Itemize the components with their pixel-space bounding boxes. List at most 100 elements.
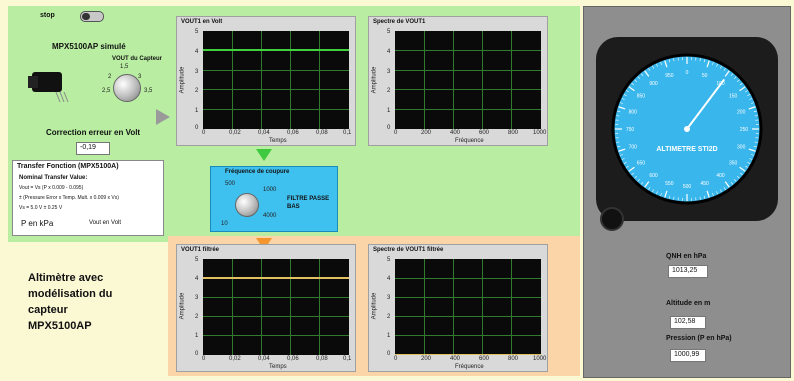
x-tick: 0,06 [287,130,299,136]
x-axis-title: Temps [269,364,287,370]
adjust-knob[interactable] [600,207,624,231]
qnh-label: QNH en hPa [666,253,707,260]
x-tick: 0,1 [343,356,352,362]
altimeter-panel: 0501001502002503003504004505005506006507… [583,6,791,378]
x-tick: 0 [394,356,398,362]
y-tick: 2 [387,88,391,94]
y-tick: 0 [387,125,391,131]
x-tick: 0 [394,130,398,136]
pressure-sensor-icon [28,72,69,103]
y-tick: 2 [195,314,199,320]
dial-tick [623,161,627,164]
dial-number: 650 [637,161,646,167]
filtered-signal-trace [203,277,349,279]
dial-tick [734,179,737,182]
x-tick: 1000 [533,356,547,362]
dial-number: 550 [665,181,674,187]
transfer-title: Transfer Fonction (MPX5100A) [17,163,119,170]
dial-number: 350 [729,161,738,167]
y-tick: 2 [195,88,199,94]
graph-spectrum1-filtered: Spectre de VOUT1 filtrée 5 4 3 2 1 0 0 2… [368,244,548,372]
dial-tick [699,196,701,200]
dial-number: 400 [716,173,725,179]
y-tick: 4 [387,276,391,282]
filter-panel: Fréquence de coupure 500 1000 10 4000 FI… [210,166,338,232]
plot-area [203,259,349,355]
main-title-line: modélisation du [28,288,113,300]
toggle-knob [82,13,90,20]
correction-label: Correction erreur en Volt [46,128,141,137]
dial-tick [673,58,675,62]
dial-tick [745,90,748,93]
dial-tick [716,63,718,67]
dial-number: 0 [686,70,689,76]
x-tick: 0 [202,130,206,136]
filtered-spectrum-trace [395,354,541,355]
dial-number: 150 [729,93,738,99]
dial-tick [644,181,650,188]
altitude-label: Altitude en m [666,300,711,307]
dial-tick [712,61,714,65]
dial-tick [628,166,635,172]
graph-spectrum1: Spectre de VOUT1 5 4 3 2 1 0 0 200 400 6… [368,16,548,146]
dial-tick [712,193,714,197]
dial-tick [618,148,626,152]
vout-knob[interactable] [113,74,141,102]
y-tick: 0 [387,351,391,357]
dial-tick [751,154,755,156]
x-tick: 0,02 [229,356,241,362]
pression-value: 1000,99 [670,349,706,362]
dial-tick [626,165,629,168]
y-tick: 3 [195,295,199,301]
x-tick: 400 [450,130,461,136]
graph-title: Spectre de VOUT1 filtrée [373,247,444,253]
filter-tick: 1000 [263,187,277,193]
transfer-line2: ± (Pressure Error x Temp. Mult. x 0.009 … [19,195,119,201]
dial-tick [618,106,626,110]
altimeter-dial: 0501001502002503003504004505005506006507… [611,53,763,205]
dial-tick [656,191,658,195]
transfer-unit-v: Vout en Volt [89,220,122,226]
dial-tick [617,145,621,148]
dial-number: 900 [649,81,658,87]
dial-tick [623,94,627,97]
dial-tick [737,79,740,82]
dial-tick [616,141,620,143]
dial-number: 800 [629,109,638,115]
dial-tick [619,154,623,156]
dial-tick [660,193,662,197]
dial-tick [668,195,671,199]
dial-tick [706,190,710,198]
correction-input[interactable]: -0,19 [76,142,110,155]
dial-tick [617,110,621,113]
knob-tick: 1,5 [120,64,129,70]
dial-tick [748,148,756,152]
dial-number: 450 [700,181,709,187]
dial-tick [739,166,746,172]
dial-tick [751,102,755,104]
dial-tick [754,141,758,143]
dial-tick [664,60,668,68]
main-title-line: MPX5100AP [28,320,92,332]
dial-number: 250 [740,127,749,133]
dial-tick [668,59,671,63]
dial-tick [734,76,737,79]
x-tick: 800 [508,130,519,136]
y-tick: 5 [195,29,199,35]
x-tick: 0,08 [316,356,328,362]
dial-tick [706,60,710,68]
dial-tick [730,181,734,185]
dial-tick [640,73,644,77]
stop-toggle[interactable] [80,11,104,22]
x-tick: 0 [202,356,206,362]
qnh-input[interactable]: 1013,25 [668,265,708,278]
sensor-title: MPX5100AP simulé [52,42,126,51]
dial-hub [684,126,690,132]
cutoff-knob[interactable] [235,193,259,217]
dial-number: 750 [626,127,635,133]
knob-tick: 2 [108,74,112,80]
x-tick: 600 [479,356,490,362]
y-axis-title: Amplitude [179,66,186,94]
pression-label: Pression (P en hPa) [666,335,732,342]
x-tick: 0,08 [316,130,328,136]
